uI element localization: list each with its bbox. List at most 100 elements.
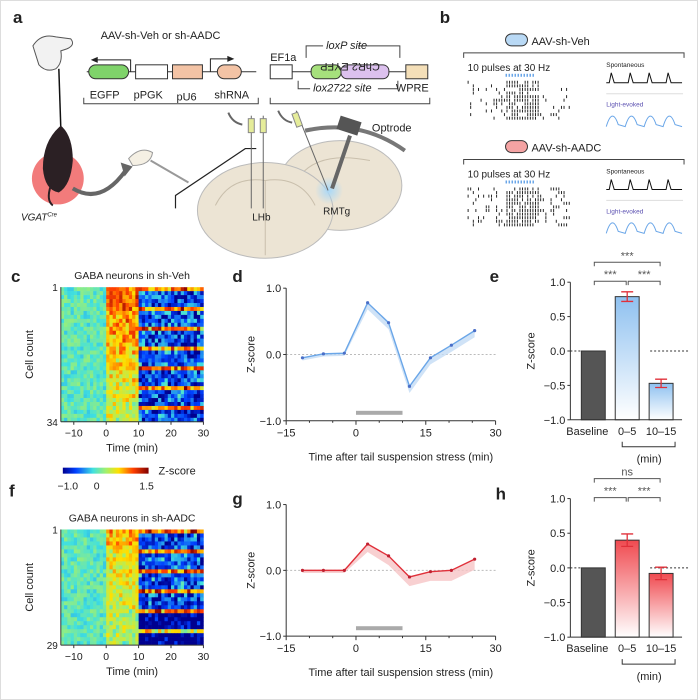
heatmap-cell — [190, 633, 194, 638]
heatmap-cell — [125, 529, 130, 534]
heatmap-cell — [112, 577, 117, 582]
heatmap-cell — [190, 533, 194, 538]
heatmap-cell — [64, 609, 68, 614]
spontaneous-label: Spontaneous — [606, 62, 644, 69]
heatmap-cell — [119, 306, 123, 312]
heatmap-cell — [200, 314, 204, 320]
heatmap-cell — [80, 609, 84, 614]
heatmap-cell — [187, 330, 191, 335]
heatmap-cell — [145, 637, 149, 642]
heatmap-cell — [83, 378, 88, 383]
raster-spike — [558, 116, 560, 120]
heatmap-cell — [135, 609, 139, 614]
heatmap-cell — [119, 533, 123, 538]
raster-spike — [496, 209, 498, 212]
raster-spike — [472, 201, 474, 205]
heatmap-cell — [177, 338, 182, 343]
heatmap-cell — [60, 573, 65, 578]
heatmap-cell — [106, 589, 110, 594]
heatmap-cell — [115, 386, 120, 391]
heatmap-cell — [180, 306, 185, 312]
heatmap-cell — [174, 401, 178, 407]
heatmap-cell — [171, 374, 175, 379]
heatmap-cell — [141, 386, 146, 391]
heatmap-cell — [83, 295, 88, 300]
heatmap-cell — [93, 625, 97, 630]
heatmap-cell — [158, 295, 162, 300]
heatmap-cell — [151, 625, 156, 630]
heatmap-cell — [93, 362, 97, 367]
y-tick-label: 0.5 — [550, 312, 565, 324]
heatmap-cell — [183, 637, 188, 642]
heatmap-cell — [141, 613, 146, 618]
heatmap-cell — [122, 314, 126, 320]
heatmap-cell — [180, 581, 185, 586]
heatmap-cell — [128, 561, 133, 566]
heatmap-cell — [174, 545, 178, 550]
raster-spike — [503, 113, 505, 117]
heatmap-cell — [96, 390, 101, 395]
heatmap-cell — [141, 621, 146, 626]
heatmap-cell — [115, 342, 120, 347]
heatmap-cell — [183, 366, 188, 371]
heatmap-cell — [122, 629, 126, 634]
heatmap-cell — [196, 401, 201, 407]
heatmap-cell — [122, 303, 126, 308]
heatmap-cell — [80, 378, 84, 383]
heatmap-cell — [102, 386, 107, 391]
heatmap-cell — [193, 362, 198, 367]
heatmap-cell — [154, 326, 159, 332]
heatmap-cell — [119, 350, 123, 355]
heatmap-cell — [190, 589, 194, 594]
heatmap-cell — [115, 330, 120, 335]
heatmap-cell — [180, 358, 185, 363]
raster-spike — [503, 98, 505, 102]
heatmap-cell — [180, 561, 185, 566]
heatmap-cell — [177, 549, 182, 554]
heatmap-cell — [106, 366, 110, 371]
heatmap-cell — [180, 569, 185, 574]
heatmap-cell — [125, 589, 130, 594]
heatmap-cell — [193, 561, 198, 566]
heatmap-cell — [193, 633, 198, 638]
heatmap-cell — [171, 577, 175, 582]
heatmap-cell — [73, 394, 78, 399]
heatmap-cell — [93, 633, 97, 638]
heatmap-cell — [158, 338, 162, 343]
x-tick-label: −15 — [277, 643, 296, 655]
raster-spike — [524, 212, 526, 216]
heatmap-cell — [128, 338, 133, 343]
heatmap-cell — [158, 597, 162, 602]
heatmap-cell — [171, 609, 175, 614]
vector2-insert: ChR2 EYFP — [320, 60, 380, 72]
heatmap-cell — [164, 537, 169, 542]
heatmap-cell — [106, 549, 110, 554]
heatmap-cell — [64, 338, 68, 343]
heatmap-cell — [154, 291, 159, 296]
heatmap-cell — [190, 625, 194, 630]
heatmap-cell — [190, 617, 194, 622]
heatmap-cell — [119, 386, 123, 391]
heatmap-cell — [67, 398, 71, 403]
raster-spike — [558, 223, 560, 227]
heatmap-cell — [83, 593, 88, 598]
heatmap-cell — [190, 386, 194, 391]
heatmap-cell — [193, 401, 198, 407]
heatmap-cell — [187, 537, 191, 542]
heatmap-cell — [138, 625, 143, 630]
heatmap-cell — [106, 378, 110, 383]
heatmap-cell — [64, 405, 68, 411]
heatmap-cell — [89, 553, 94, 558]
heatmap-cell — [132, 334, 136, 339]
heatmap-cell — [138, 330, 143, 335]
raster-spike — [490, 84, 492, 88]
heatmap-cell — [183, 545, 188, 550]
heatmap-cell — [161, 401, 165, 407]
raster-spike — [514, 102, 516, 106]
heatmap-cell — [102, 553, 107, 558]
heatmap-cell — [171, 287, 175, 292]
heatmap-cell — [167, 413, 172, 419]
heatmap-cell — [200, 409, 204, 415]
heatmap-cell — [196, 577, 201, 582]
heatmap-cell — [73, 577, 78, 582]
